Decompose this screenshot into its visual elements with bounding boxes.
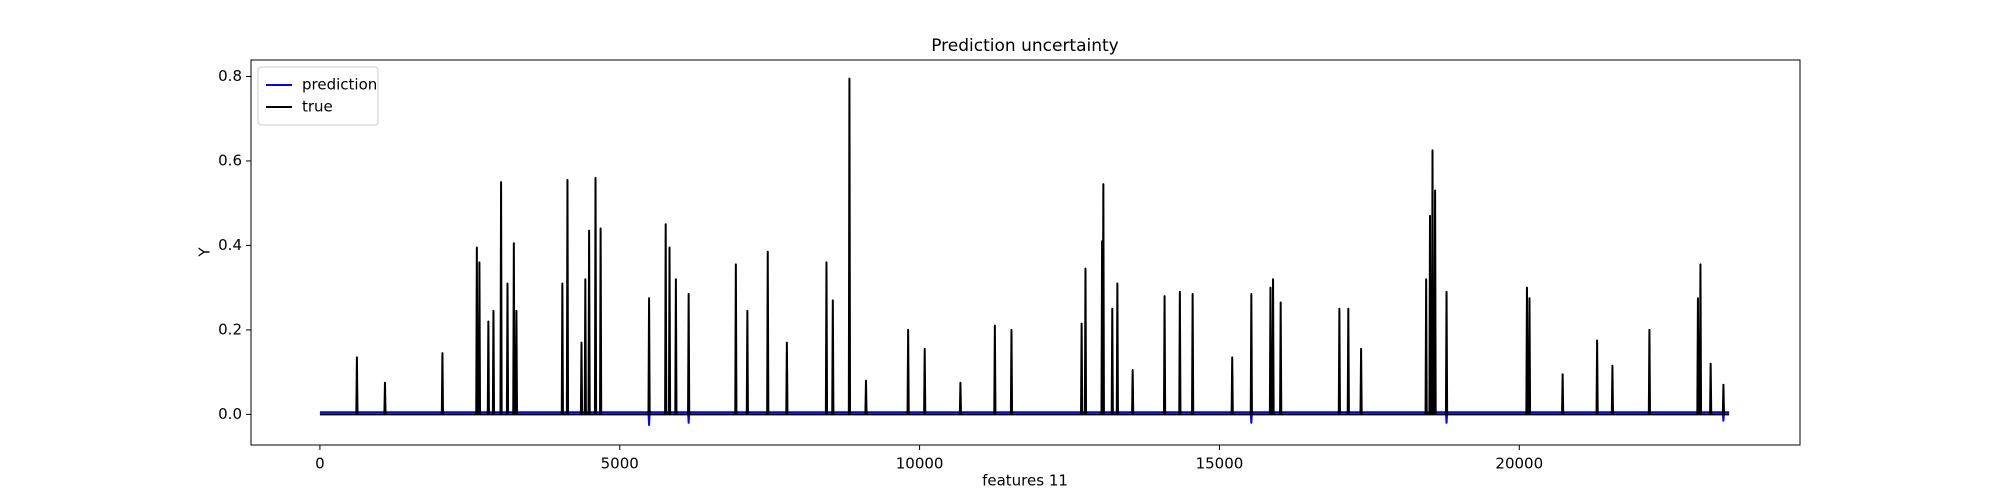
y-tick-label: 0.8 [218,67,242,85]
y-tick-label: 0.4 [218,236,242,254]
y-tick-label: 0.0 [218,405,242,423]
x-tick-label: 15000 [1196,455,1244,473]
x-tick-label: 20000 [1495,455,1543,473]
y-tick-label: 0.2 [218,320,242,338]
series-line [319,77,1730,416]
plot-frame [250,59,1801,446]
legend-label: prediction [302,76,377,94]
y-axis-label: Y [196,247,214,258]
x-tick-label: 10000 [896,455,944,473]
y-tick-label: 0.6 [218,151,242,169]
legend-label: true [302,98,333,116]
x-tick-label: 0 [315,455,325,473]
legend-box [257,66,379,126]
chart-title: Prediction uncertainty [931,36,1119,56]
x-tick-label: 5000 [601,455,639,473]
series-line [319,409,1730,426]
x-axis-label: features 11 [982,472,1068,490]
